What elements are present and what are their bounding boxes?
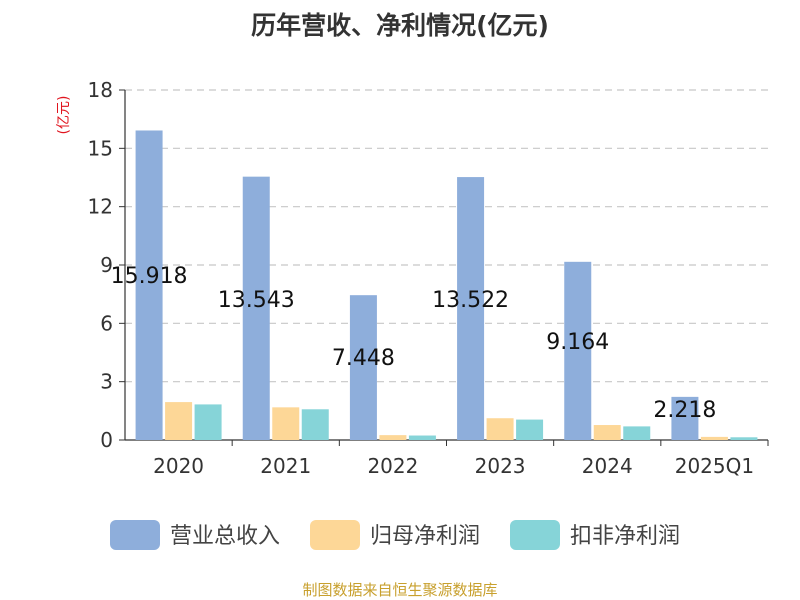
- x-tick-label: 2020: [153, 454, 204, 478]
- bar-2022-series-2: [408, 435, 436, 440]
- data-label: 2.218: [653, 398, 716, 423]
- legend-label-0: 营业总收入: [170, 524, 280, 549]
- y-tick-label: 6: [100, 311, 113, 335]
- data-label: 9.164: [546, 330, 609, 355]
- bar-2020-series-1: [165, 402, 193, 440]
- bar-2023-series-1: [486, 418, 514, 440]
- source-note: 制图数据来自恒生聚源数据库: [302, 581, 498, 599]
- y-axis-label: (亿元): [56, 96, 72, 135]
- bar-2020-series-0: [135, 130, 163, 440]
- bar-2024-series-1: [593, 425, 621, 440]
- data-label: 13.522: [432, 288, 509, 313]
- x-tick-label: 2025Q1: [675, 454, 754, 478]
- bar-2025Q1-series-0: [671, 396, 699, 440]
- bar-2024-series-2: [623, 426, 651, 440]
- data-label: 15.918: [111, 264, 188, 289]
- data-label: 7.448: [332, 346, 395, 371]
- bar-2025Q1-series-2: [730, 437, 758, 440]
- bar-2020-series-2: [194, 404, 222, 440]
- bar-2021-series-1: [272, 407, 300, 440]
- y-tick-label: 9: [100, 253, 113, 277]
- bar-2021-series-0: [242, 176, 270, 441]
- y-tick-label: 15: [88, 136, 113, 160]
- y-tick-label: 3: [100, 370, 113, 394]
- bar-2021-series-2: [301, 409, 329, 440]
- bar-2024-series-0: [564, 261, 592, 440]
- x-tick-label: 2022: [367, 454, 418, 478]
- legend-swatch-1: [310, 520, 360, 550]
- chart-title: 历年营收、净利情况(亿元): [251, 11, 549, 40]
- y-tick-label: 12: [88, 195, 113, 219]
- x-tick-label: 2023: [475, 454, 526, 478]
- y-tick-label: 0: [100, 428, 113, 452]
- x-tick-label: 2021: [260, 454, 311, 478]
- legend-swatch-0: [110, 520, 160, 550]
- y-tick-label: 18: [88, 78, 113, 102]
- legend-label-1: 归母净利润: [370, 524, 480, 549]
- bar-2025Q1-series-1: [700, 436, 728, 440]
- legend-swatch-2: [510, 520, 560, 550]
- bar-2022-series-0: [349, 295, 377, 440]
- bar-2023-series-2: [516, 419, 544, 440]
- data-label: 13.543: [218, 288, 295, 313]
- bar-2023-series-0: [457, 177, 485, 441]
- bar-2022-series-1: [379, 435, 407, 440]
- legend-label-2: 扣非净利润: [570, 524, 680, 549]
- x-tick-label: 2024: [582, 454, 633, 478]
